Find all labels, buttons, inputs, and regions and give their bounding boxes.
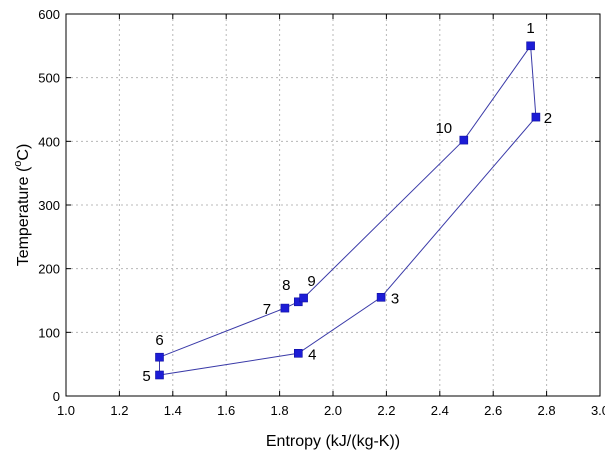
cycle-path-line [159, 45, 537, 376]
x-tick-label: 2.2 [377, 403, 395, 418]
x-tick-label: 2.8 [538, 403, 556, 418]
y-tick-label: 300 [38, 198, 60, 213]
point-label-1: 1 [526, 20, 534, 37]
data-point-10 [459, 135, 469, 145]
tick-layer: 1.0 1.2 1.4 1.6 1.8 2.0 2.2 2.4 2.6 2.8 3.0 0 100 200… [38, 7, 605, 418]
point-label-6: 6 [155, 332, 163, 349]
y-tick-label: 0 [53, 389, 60, 404]
point-label-9: 9 [307, 273, 315, 290]
point-label-5: 5 [142, 368, 150, 385]
point-label-3: 3 [391, 290, 399, 307]
cycle-path-layer [159, 45, 537, 376]
point-label-10: 10 [435, 120, 452, 137]
x-tick-label: 2.4 [431, 403, 449, 418]
data-point-3 [376, 292, 386, 302]
grid-layer [66, 14, 600, 396]
data-point-5 [155, 370, 164, 380]
point-label-2: 2 [544, 110, 552, 127]
x-tick-label: 2.6 [484, 403, 502, 418]
data-point-9 [299, 293, 308, 303]
data-point-4 [293, 348, 303, 358]
point-label-7: 7 [263, 301, 271, 318]
plot-frame [65, 13, 601, 397]
y-axis-title-superscript: o [12, 161, 24, 167]
x-tick-label: 1.0 [57, 403, 75, 418]
x-tick-label: 1.2 [110, 403, 128, 418]
data-point-7 [280, 303, 290, 313]
data-point-2 [531, 112, 541, 122]
x-tick-label: 1.6 [217, 403, 235, 418]
point-label-8: 8 [282, 277, 290, 294]
y-axis-title: Temperature (oC) [12, 144, 32, 267]
y-axis-title-tail: C) [15, 144, 32, 161]
marker-layer [155, 41, 541, 380]
data-point-1 [526, 41, 535, 51]
point-label-4: 4 [308, 346, 316, 363]
y-tick-label: 100 [38, 325, 60, 340]
y-tick-label: 200 [38, 262, 60, 277]
x-axis-title: Entropy (kJ/(kg-K)) [266, 433, 400, 450]
data-point-6 [155, 352, 164, 362]
x-tick-label: 2.0 [324, 403, 342, 418]
y-axis-title-main: Temperature ( [15, 166, 32, 266]
point-label-layer: 1 2 3 4 5 6 78 9 10 [142, 20, 552, 385]
y-tick-label: 600 [38, 7, 60, 22]
x-tick-label: 1.8 [271, 403, 289, 418]
y-tick-label: 500 [38, 71, 60, 86]
y-tick-label: 400 [38, 134, 60, 149]
x-tick-label: 1.4 [164, 403, 182, 418]
x-tick-label: 3.0 [591, 403, 605, 418]
